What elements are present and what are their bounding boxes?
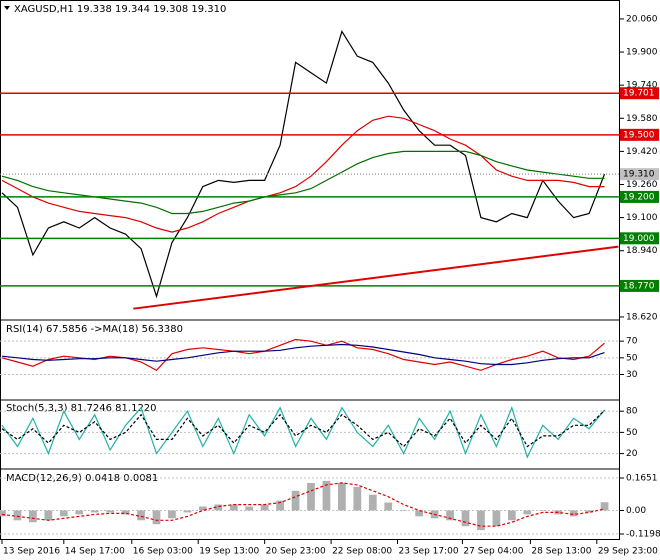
y-tick-label: 0.1651: [626, 473, 658, 483]
histogram-bar: [229, 504, 238, 511]
menu-icon: [4, 6, 10, 10]
histogram-bar: [90, 510, 99, 513]
y-tick-label: 19.260: [626, 180, 658, 190]
level-label-bg: [620, 128, 659, 141]
x-tick-label: 19 Sep 13:00: [199, 547, 259, 557]
histogram-bar: [276, 500, 284, 511]
histogram-bar: [523, 510, 532, 515]
histogram-bar: [183, 510, 192, 513]
histogram-bar: [307, 482, 315, 511]
level-label: 19.000: [623, 234, 655, 244]
y-tick-label: 19.420: [626, 147, 658, 157]
histogram-bar: [585, 510, 593, 513]
histogram-bar: [29, 510, 37, 523]
level-label: 19.500: [623, 130, 655, 140]
histogram-bar: [415, 510, 424, 517]
y-tick-label: 70: [626, 337, 638, 347]
y-tick-label: 80: [626, 407, 638, 417]
histogram-bar: [59, 510, 68, 517]
level-label-bg: [620, 87, 659, 100]
x-tick-label: 27 Sep 04:00: [463, 547, 523, 557]
histogram-bar: [338, 482, 346, 511]
histogram-bar: [260, 504, 269, 511]
histogram-bar: [152, 510, 161, 525]
y-tick-label: 20: [626, 449, 638, 459]
histogram-bar: [399, 510, 408, 511]
histogram-bar: [477, 510, 485, 531]
histogram-bar: [384, 502, 393, 511]
y-tick-label: 19.900: [626, 48, 658, 58]
histogram-bar: [137, 510, 145, 521]
y-tick-label: 18.620: [626, 312, 658, 322]
y-tick-label: 50: [626, 428, 638, 438]
x-tick-label: 29 Sep 23:00: [598, 547, 658, 557]
x-tick-label: 13 Sep 2016: [3, 547, 60, 557]
panel-title: MACD(12,26,9) 0.0418 0.0081: [6, 473, 158, 484]
y-tick-label: 30: [626, 370, 638, 380]
level-label-bg: [620, 232, 659, 245]
x-tick-label: 20 Sep 23:00: [266, 547, 326, 557]
histogram-bar: [353, 486, 362, 511]
histogram-bar: [322, 480, 331, 511]
x-tick-label: 14 Sep 17:00: [65, 547, 125, 557]
trend-line: [133, 245, 619, 310]
histogram-bar: [600, 502, 609, 511]
price-line: [1, 115, 605, 233]
y-tick-label: 18.940: [626, 246, 658, 256]
histogram-bar: [198, 506, 207, 511]
y-tick-label: 20.060: [626, 14, 658, 24]
y-tick-label: 19.740: [626, 81, 658, 91]
x-tick-label: 22 Sep 08:00: [332, 547, 392, 557]
y-tick-label: 19.100: [626, 213, 658, 223]
histogram-bar: [446, 510, 454, 521]
chart-title: XAGUSD,H1 19.338 19.344 19.308 19.310: [14, 4, 226, 15]
histogram-bar: [13, 510, 22, 521]
histogram-bar: [507, 510, 516, 521]
level-label: 18.770: [623, 281, 655, 291]
signal-line: [1, 482, 605, 527]
histogram-bar: [44, 510, 53, 521]
price-line: [1, 29, 606, 299]
histogram-bar: [121, 510, 130, 515]
last-price-bg: [620, 168, 659, 181]
histogram-bar: [492, 510, 501, 527]
plot-frame: [0, 0, 620, 540]
indicator-line: [1, 405, 605, 459]
histogram-bar: [245, 506, 254, 511]
panel-title: RSI(14) 67.5856 ->MA(18) 56.3380: [6, 324, 183, 335]
x-tick-label: 23 Sep 17:00: [399, 547, 459, 557]
price-line: [1, 150, 605, 215]
histogram-bar: [214, 504, 223, 511]
x-tick-label: 16 Sep 03:00: [133, 547, 193, 557]
y-tick-label: 0.00: [626, 506, 646, 516]
panel-title: Stoch(5,3,3) 81.7246 81.1220: [6, 403, 157, 414]
level-label-bg: [620, 190, 659, 203]
level-label: 19.701: [623, 89, 655, 99]
histogram-bar: [75, 510, 84, 515]
y-tick-label: -0.1198: [626, 530, 660, 540]
histogram-bar: [368, 494, 377, 511]
y-tick-label: 19.580: [626, 114, 658, 124]
last-price-label: 19.310: [623, 170, 655, 180]
histogram-bar: [291, 490, 300, 511]
histogram-bar: [461, 510, 470, 527]
histogram-bar: [106, 510, 115, 513]
y-tick-label: 50: [626, 353, 638, 363]
histogram-bar: [538, 510, 547, 511]
x-tick-label: 28 Sep 13:00: [531, 547, 591, 557]
histogram-bar: [168, 510, 176, 519]
indicator-line: [1, 343, 605, 366]
histogram-bar: [0, 510, 6, 517]
histogram-bar: [569, 510, 578, 517]
level-label: 19.200: [623, 192, 655, 202]
level-label-bg: [620, 279, 659, 292]
indicator-line: [1, 409, 605, 448]
